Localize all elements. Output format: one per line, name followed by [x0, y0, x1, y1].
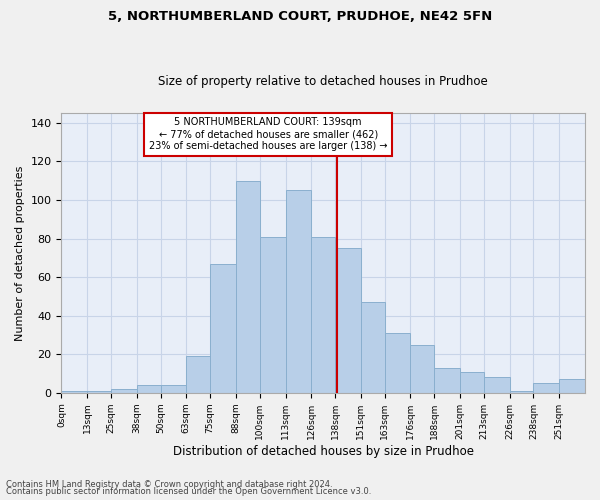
Bar — [361, 302, 385, 393]
Text: 5 NORTHUMBERLAND COURT: 139sqm
← 77% of detached houses are smaller (462)
23% of: 5 NORTHUMBERLAND COURT: 139sqm ← 77% of … — [149, 118, 388, 150]
Bar — [187, 356, 210, 393]
Text: Contains public sector information licensed under the Open Government Licence v3: Contains public sector information licen… — [6, 488, 371, 496]
Bar — [410, 344, 434, 393]
Text: 5, NORTHUMBERLAND COURT, PRUDHOE, NE42 5FN: 5, NORTHUMBERLAND COURT, PRUDHOE, NE42 5… — [108, 10, 492, 23]
Bar — [311, 236, 335, 393]
Bar — [87, 391, 111, 393]
Bar — [335, 248, 361, 393]
X-axis label: Distribution of detached houses by size in Prudhoe: Distribution of detached houses by size … — [173, 444, 474, 458]
Bar — [210, 264, 236, 393]
Bar — [484, 378, 509, 393]
Title: Size of property relative to detached houses in Prudhoe: Size of property relative to detached ho… — [158, 76, 488, 88]
Bar — [137, 385, 161, 393]
Bar — [161, 385, 187, 393]
Bar — [260, 236, 286, 393]
Text: Contains HM Land Registry data © Crown copyright and database right 2024.: Contains HM Land Registry data © Crown c… — [6, 480, 332, 489]
Bar — [533, 383, 559, 393]
Y-axis label: Number of detached properties: Number of detached properties — [15, 166, 25, 341]
Bar — [385, 333, 410, 393]
Bar — [509, 391, 533, 393]
Bar — [286, 190, 311, 393]
Bar — [559, 380, 585, 393]
Bar — [61, 391, 87, 393]
Bar — [111, 389, 137, 393]
Bar — [434, 368, 460, 393]
Bar — [236, 181, 260, 393]
Bar — [460, 372, 484, 393]
